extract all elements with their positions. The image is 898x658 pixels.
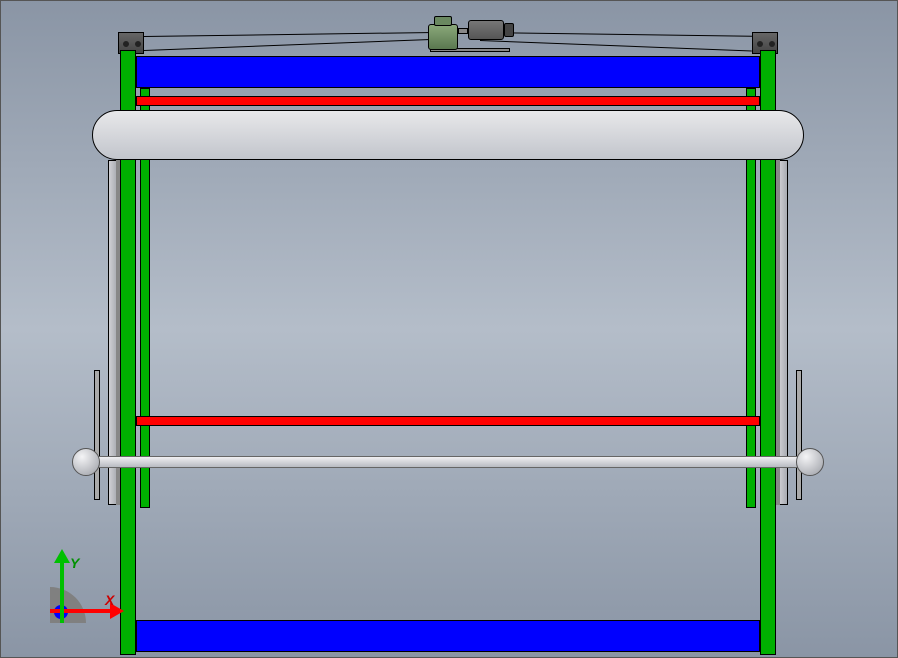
y-axis-label: Y <box>70 555 79 571</box>
drive-cable <box>144 32 434 37</box>
axis-origin-icon <box>50 587 86 623</box>
drive-cable <box>480 40 752 51</box>
drive-cable <box>144 39 434 51</box>
x-axis-icon <box>50 609 110 613</box>
cad-model <box>80 20 830 635</box>
strut-left-inner <box>116 160 120 505</box>
crossbar-top <box>136 56 760 88</box>
strut-outer-left <box>94 370 100 500</box>
motor-body <box>468 20 504 40</box>
motor-shaft <box>458 28 468 34</box>
strut-outer-right <box>796 370 802 500</box>
gearbox-cap <box>434 16 452 26</box>
strut-right-inner <box>776 160 780 505</box>
rod-ball-end-right <box>796 448 824 476</box>
view-axis-triad[interactable]: X Y <box>50 543 130 623</box>
y-axis-icon <box>60 563 64 623</box>
x-axis-label: X <box>105 592 114 608</box>
crossbar-bottom <box>136 620 760 652</box>
lower-rod <box>80 456 816 468</box>
rod-ball-end-left <box>72 448 100 476</box>
main-cross-beam <box>92 110 804 160</box>
rail-mid <box>136 416 760 426</box>
cad-viewport[interactable]: X Y <box>0 0 898 658</box>
drive-cable <box>480 32 752 37</box>
y-axis-arrow-icon <box>54 549 70 563</box>
rail-top <box>136 96 760 106</box>
motor-endcap <box>504 23 514 37</box>
gearbox <box>428 24 458 50</box>
